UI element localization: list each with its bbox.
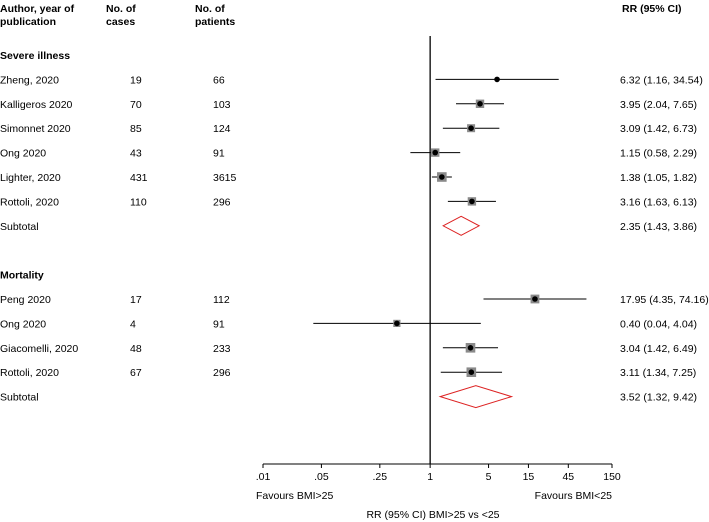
study-patients: 3615 <box>213 172 237 184</box>
study-cases: 17 <box>130 294 142 306</box>
point-estimate <box>432 149 439 156</box>
group-heading: Mortality <box>0 270 44 282</box>
study-author: Rottoli, 2020 <box>0 367 59 379</box>
header-patients-line2: patients <box>195 16 235 28</box>
column-headers: Author, year of publication No. of cases… <box>0 3 682 28</box>
study-rr-label: 0.40 (0.04, 4.04) <box>620 318 697 330</box>
study-patients: 103 <box>213 99 231 111</box>
tick-label: 45 <box>562 471 574 483</box>
study-author: Kalligeros 2020 <box>0 99 73 111</box>
point-estimate <box>477 101 483 107</box>
subtotal-label: Subtotal <box>0 221 39 233</box>
study-cases: 19 <box>130 74 142 86</box>
point-estimate <box>468 125 474 131</box>
subtotal-rr-label: 2.35 (1.43, 3.86) <box>620 221 697 233</box>
study-row: Lighter, 2020 431 3615 1.38 (1.05, 1.82) <box>0 172 697 184</box>
subtotal-row: Subtotal 3.52 (1.32, 9.42) <box>0 385 697 409</box>
study-patients: 296 <box>213 196 231 208</box>
study-row: Ong 2020 43 91 1.15 (0.58, 2.29) <box>0 148 697 160</box>
subtotal-row: Subtotal 2.35 (1.43, 3.86) <box>0 215 697 236</box>
study-author: Rottoli, 2020 <box>0 196 59 208</box>
header-patients-line1: No. of <box>195 3 225 15</box>
favours-left-label: Favours BMI>25 <box>256 490 333 502</box>
study-row: Simonnet 2020 85 124 3.09 (1.42, 6.73) <box>0 123 697 135</box>
study-rr-label: 3.16 (1.63, 6.13) <box>620 196 697 208</box>
study-rr-label: 1.38 (1.05, 1.82) <box>620 172 697 184</box>
study-rr-label: 3.11 (1.34, 7.25) <box>620 367 696 379</box>
study-row: Peng 2020 17 112 17.95 (4.35, 74.16) <box>0 294 709 306</box>
point-estimate <box>439 174 445 180</box>
study-patients: 112 <box>213 294 230 306</box>
header-author-line1: Author, year of <box>0 3 75 15</box>
tick-label: 1 <box>427 471 433 483</box>
study-patients: 66 <box>213 74 225 86</box>
point-estimate <box>469 198 475 205</box>
study-cases: 43 <box>130 148 142 160</box>
study-cases: 67 <box>130 367 142 379</box>
study-author: Peng 2020 <box>0 294 51 306</box>
study-row: Kalligeros 2020 70 103 3.95 (2.04, 7.65) <box>0 99 697 111</box>
tick-label: .25 <box>373 471 388 483</box>
subtotal-label: Subtotal <box>0 392 39 404</box>
header-author-line2: publication <box>0 16 56 28</box>
tick-label: 15 <box>523 471 535 483</box>
study-row: Giacomelli, 2020 48 233 3.04 (1.42, 6.49) <box>0 343 697 355</box>
study-rr-label: 3.09 (1.42, 6.73) <box>620 123 697 135</box>
group-heading: Severe illness <box>0 50 70 62</box>
point-estimate <box>532 296 538 302</box>
study-author: Ong 2020 <box>0 318 46 330</box>
study-patients: 91 <box>213 148 225 160</box>
study-rr-label: 6.32 (1.16, 34.54) <box>620 74 703 86</box>
study-row: Rottoli, 2020 110 296 3.16 (1.63, 6.13) <box>0 196 697 208</box>
point-estimate <box>394 320 400 327</box>
study-patients: 296 <box>213 367 231 379</box>
study-rr-label: 3.95 (2.04, 7.65) <box>620 99 697 111</box>
study-rr-label: 1.15 (0.58, 2.29) <box>620 148 697 160</box>
tick-label: 150 <box>603 471 621 483</box>
study-cases: 70 <box>130 99 142 111</box>
header-cases-line1: No. of <box>106 3 136 15</box>
study-cases: 48 <box>130 343 142 355</box>
study-author: Lighter, 2020 <box>0 172 61 184</box>
study-cases: 431 <box>130 172 148 184</box>
study-patients: 233 <box>213 343 231 355</box>
study-author: Zheng, 2020 <box>0 74 59 86</box>
study-rr-label: 17.95 (4.35, 74.16) <box>620 294 709 306</box>
study-rows: Severe illness Zheng, 2020 19 66 6.32 (1.16,… <box>0 50 709 409</box>
favours-right-label: Favours BMI<25 <box>535 490 612 502</box>
study-author: Giacomelli, 2020 <box>0 343 78 355</box>
study-cases: 110 <box>130 196 147 208</box>
study-patients: 91 <box>213 318 225 330</box>
tick-label: 5 <box>486 471 492 483</box>
subtotal-diamond <box>442 215 481 236</box>
study-row: Rottoli, 2020 67 296 3.11 (1.34, 7.25) <box>0 367 696 379</box>
study-row: Ong 2020 4 91 0.40 (0.04, 4.04) <box>0 318 697 330</box>
study-cases: 85 <box>130 123 142 135</box>
point-estimate <box>468 369 475 376</box>
x-axis-label: RR (95% CI) BMI>25 vs <25 <box>366 509 499 521</box>
tick-label: .01 <box>256 471 271 483</box>
study-rr-label: 3.04 (1.42, 6.49) <box>620 343 697 355</box>
tick-label: .05 <box>314 471 329 483</box>
study-cases: 4 <box>130 318 136 330</box>
study-patients: 124 <box>213 123 231 135</box>
study-author: Ong 2020 <box>0 148 46 160</box>
header-rr: RR (95% CI) <box>622 3 682 15</box>
point-estimate <box>494 76 500 83</box>
study-author: Simonnet 2020 <box>0 123 71 135</box>
subtotal-rr-label: 3.52 (1.32, 9.42) <box>620 392 697 404</box>
point-estimate <box>467 345 474 351</box>
subtotal-diamond <box>438 385 514 409</box>
header-cases-line2: cases <box>106 16 135 28</box>
study-row: Zheng, 2020 19 66 6.32 (1.16, 34.54) <box>0 74 703 86</box>
